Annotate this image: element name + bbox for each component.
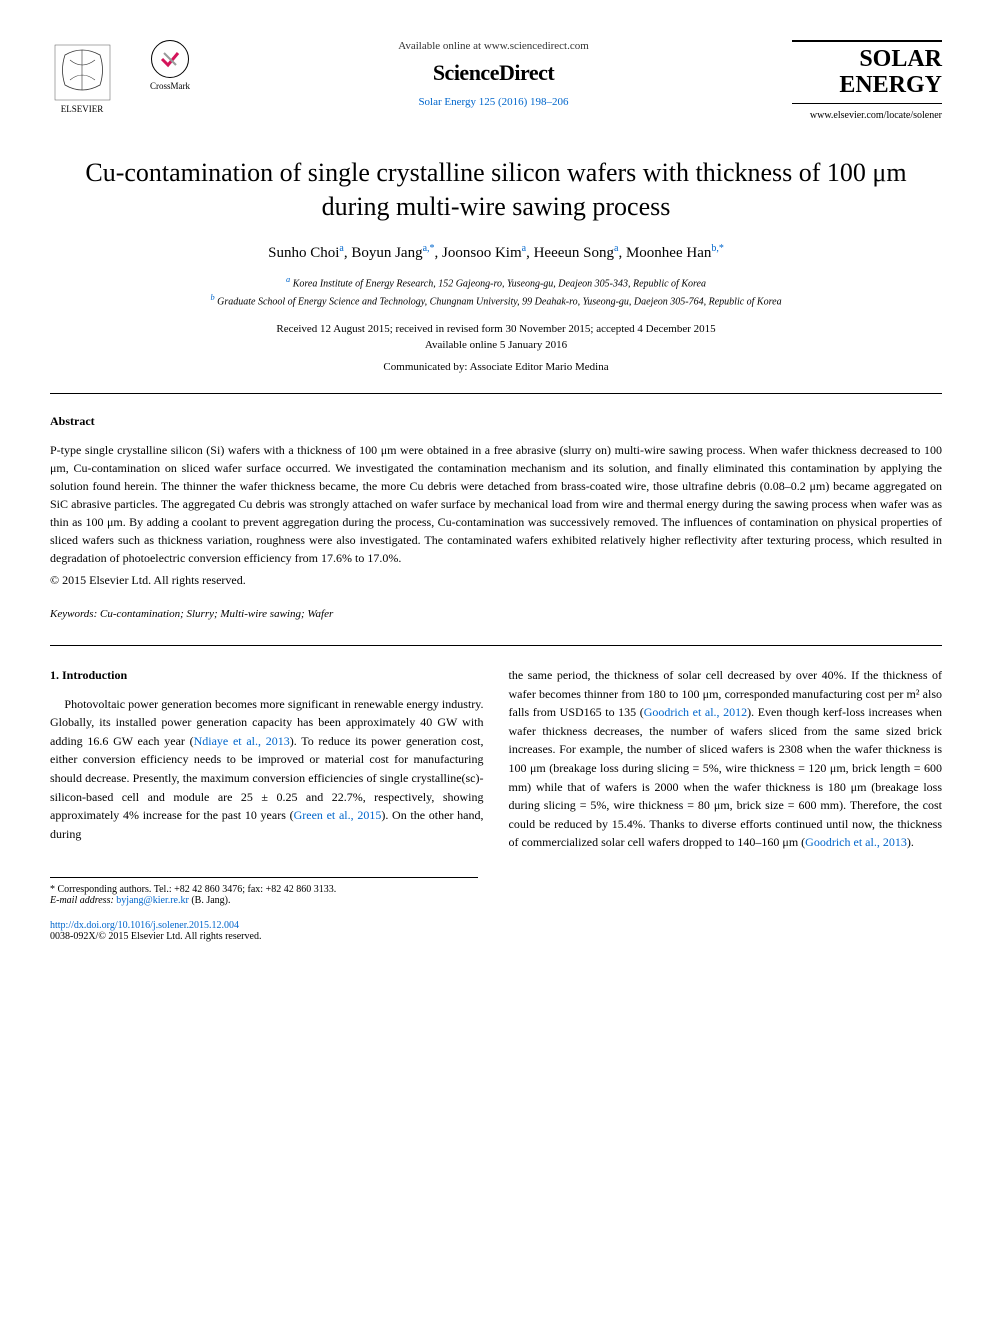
keywords: Keywords: Cu-contamination; Slurry; Mult… bbox=[50, 608, 942, 620]
affiliation-a: Korea Institute of Energy Research, 152 … bbox=[293, 279, 706, 290]
intro-paragraph-1-cont: the same period, the thickness of solar … bbox=[509, 666, 943, 852]
header-row: ELSEVIER CrossMark Available online at w… bbox=[50, 40, 942, 121]
author: Joonsoo Kima bbox=[442, 245, 526, 261]
crossmark-widget[interactable]: CrossMark bbox=[145, 40, 195, 100]
affiliation-b: Graduate School of Energy Science and Te… bbox=[217, 296, 781, 307]
citation-goodrich-2012[interactable]: Goodrich et al., 2012 bbox=[644, 705, 747, 719]
citation-ndiaye[interactable]: Ndiaye et al., 2013 bbox=[194, 734, 290, 748]
abstract-heading: Abstract bbox=[50, 414, 942, 429]
header-center: Available online at www.sciencedirect.co… bbox=[195, 40, 792, 108]
author-list: Sunho Choia, Boyun Janga,*, Joonsoo Kima… bbox=[50, 243, 942, 262]
column-right: the same period, the thickness of solar … bbox=[509, 666, 943, 852]
author: Heeeun Songa bbox=[534, 245, 619, 261]
body-columns: 1. Introduction Photovoltaic power gener… bbox=[50, 666, 942, 852]
doi-link[interactable]: http://dx.doi.org/10.1016/j.solener.2015… bbox=[50, 920, 942, 931]
abstract-text: P-type single crystalline silicon (Si) w… bbox=[50, 441, 942, 567]
svg-text:ELSEVIER: ELSEVIER bbox=[61, 104, 104, 114]
citation-goodrich-2013[interactable]: Goodrich et al., 2013 bbox=[805, 835, 907, 849]
available-online-text: Available online at www.sciencedirect.co… bbox=[195, 40, 792, 52]
issn-copyright: 0038-092X/© 2015 Elsevier Ltd. All right… bbox=[50, 931, 942, 942]
keywords-label: Keywords: bbox=[50, 608, 97, 620]
corresponding-text: * Corresponding authors. Tel.: +82 42 86… bbox=[50, 884, 478, 895]
email-address[interactable]: byjang@kier.re.kr bbox=[116, 895, 189, 906]
email-label: E-mail address: bbox=[50, 895, 114, 906]
divider bbox=[50, 645, 942, 646]
journal-line2: ENERGY bbox=[839, 72, 942, 98]
abstract-copyright: © 2015 Elsevier Ltd. All rights reserved… bbox=[50, 573, 942, 588]
author: Boyun Janga,* bbox=[351, 245, 434, 261]
crossmark-label: CrossMark bbox=[145, 81, 195, 91]
header-left: ELSEVIER CrossMark bbox=[50, 40, 195, 120]
journal-title: SOLAR ENERGY bbox=[792, 40, 942, 104]
keywords-text: Cu-contamination; Slurry; Multi-wire saw… bbox=[100, 608, 333, 620]
corresponding-author-note: * Corresponding authors. Tel.: +82 42 86… bbox=[50, 877, 478, 906]
elsevier-logo: ELSEVIER bbox=[50, 40, 115, 120]
communicated-by: Communicated by: Associate Editor Mario … bbox=[50, 361, 942, 373]
column-left: 1. Introduction Photovoltaic power gener… bbox=[50, 666, 484, 852]
intro-paragraph-1: Photovoltaic power generation becomes mo… bbox=[50, 695, 484, 844]
journal-line1: SOLAR bbox=[859, 46, 942, 72]
citation-link[interactable]: Solar Energy 125 (2016) 198–206 bbox=[195, 96, 792, 108]
header-right: SOLAR ENERGY www.elsevier.com/locate/sol… bbox=[792, 40, 942, 121]
date-online: Available online 5 January 2016 bbox=[50, 339, 942, 351]
email-person: (B. Jang). bbox=[191, 895, 230, 906]
crossmark-icon bbox=[151, 40, 189, 78]
sciencedirect-logo: ScienceDirect bbox=[195, 60, 792, 86]
affiliations: a Korea Institute of Energy Research, 15… bbox=[50, 274, 942, 309]
date-received: Received 12 August 2015; received in rev… bbox=[50, 323, 942, 335]
article-title: Cu-contamination of single crystalline s… bbox=[50, 156, 942, 224]
email-line: E-mail address: byjang@kier.re.kr (B. Ja… bbox=[50, 895, 478, 906]
journal-url[interactable]: www.elsevier.com/locate/solener bbox=[792, 110, 942, 121]
author: Sunho Choia bbox=[268, 245, 344, 261]
divider bbox=[50, 393, 942, 394]
author: Moonhee Hanb,* bbox=[626, 245, 724, 261]
section-heading-intro: 1. Introduction bbox=[50, 666, 484, 685]
doi-block: http://dx.doi.org/10.1016/j.solener.2015… bbox=[50, 920, 942, 942]
citation-green[interactable]: Green et al., 2015 bbox=[294, 808, 382, 822]
